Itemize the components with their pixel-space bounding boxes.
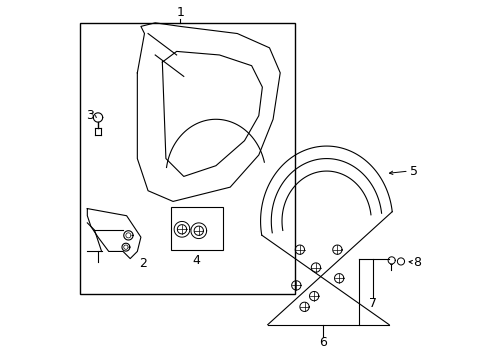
Text: 3: 3 <box>86 109 94 122</box>
Bar <box>80 23 294 294</box>
Text: 5: 5 <box>409 165 417 177</box>
Text: 7: 7 <box>368 297 376 310</box>
Text: 8: 8 <box>412 256 420 269</box>
Bar <box>171 207 223 249</box>
Text: 4: 4 <box>192 254 200 267</box>
Text: 2: 2 <box>139 257 146 270</box>
Text: 6: 6 <box>319 336 326 349</box>
Text: 1: 1 <box>176 6 184 19</box>
